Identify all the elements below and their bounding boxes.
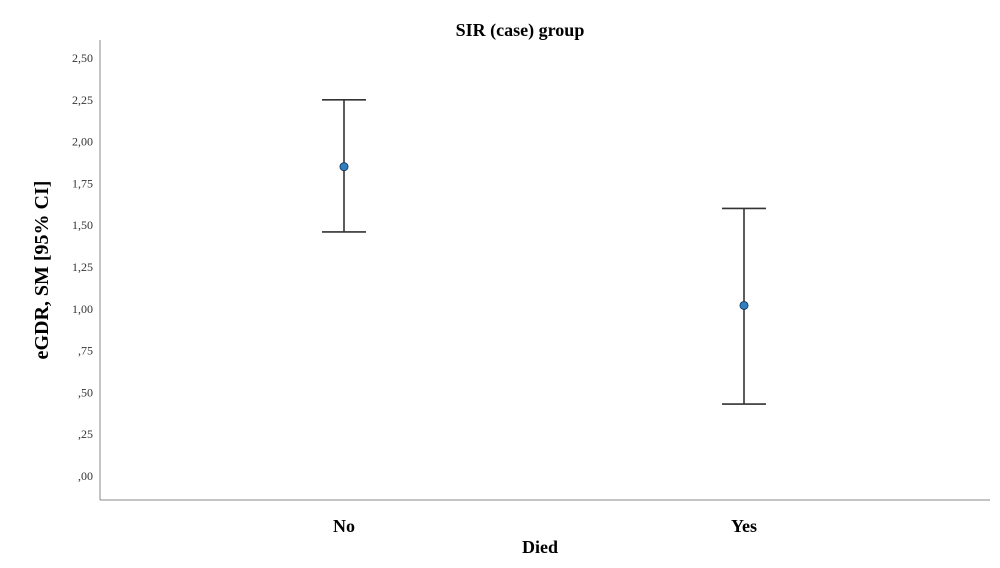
y-axis-label: eGDR, SM [95% CI]	[31, 181, 53, 360]
y-tick-label: ,50	[78, 385, 93, 399]
x-tick-label: Yes	[731, 516, 757, 536]
y-ticks: 2,50 2,25 2,00 1,75 1,50 1,25 1,00 ,75 ,50 ,25 ,00	[72, 51, 93, 483]
y-tick-label: 1,75	[72, 176, 93, 190]
x-ticks: No Yes	[333, 516, 757, 536]
data-marks	[322, 99, 766, 405]
y-tick-label: 2,25	[72, 93, 93, 107]
y-tick-label: ,25	[78, 427, 93, 441]
y-tick-label: ,75	[78, 344, 93, 358]
y-tick-label: ,00	[78, 469, 93, 483]
y-tick-label: 1,00	[72, 302, 93, 316]
mean-point	[739, 300, 749, 310]
x-axis-label: Died	[522, 537, 558, 557]
chart-title: SIR (case) group	[456, 20, 585, 41]
y-tick-label: 2,50	[72, 51, 93, 65]
y-tick-label: 1,50	[72, 218, 93, 232]
y-tick-label: 1,25	[72, 260, 93, 274]
y-tick-label: 2,00	[72, 135, 93, 149]
mean-point	[339, 162, 349, 172]
x-tick-label: No	[333, 516, 355, 536]
